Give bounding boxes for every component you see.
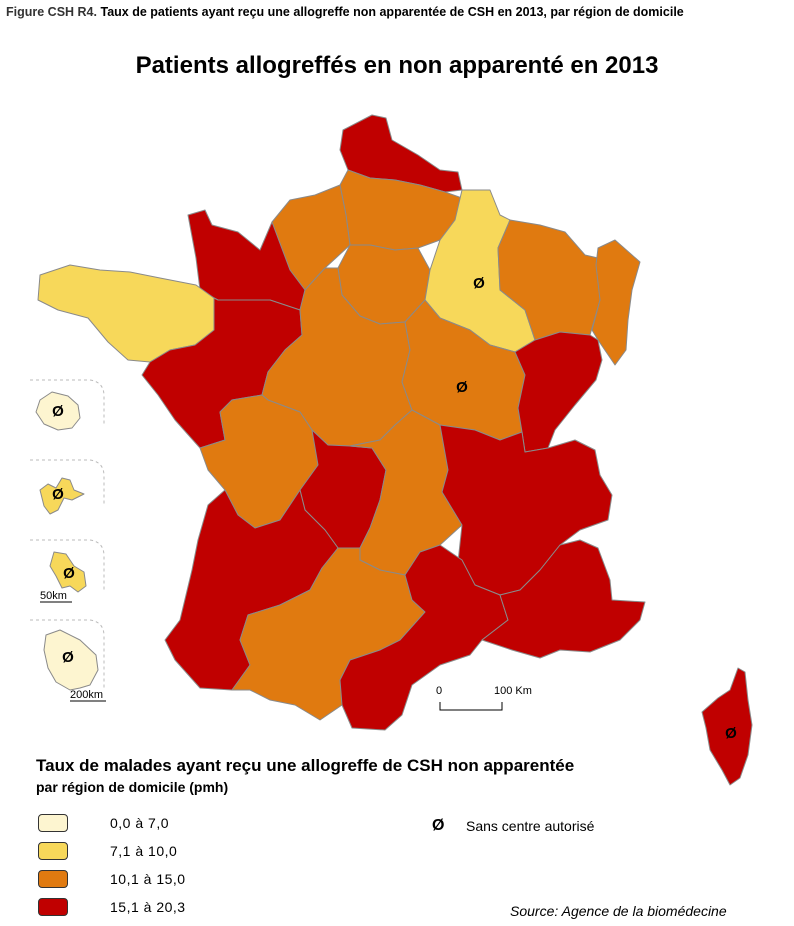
- figure-caption: Figure CSH R4. Taux de patients ayant re…: [6, 5, 684, 19]
- legend-subtitle: par région de domicile (pmh): [36, 779, 229, 795]
- no-centre-icon: Ø: [63, 565, 75, 582]
- no-centre-markers: Ø Ø Ø Ø Ø Ø Ø: [52, 275, 737, 742]
- region-franche-comte: [514, 331, 603, 453]
- inset-scale-large-label: 200km: [70, 689, 103, 701]
- legend-no-centre: Ø Sans centre autorisé: [432, 817, 594, 835]
- region-midi-pyrenees: [231, 547, 426, 721]
- no-centre-icon: Ø: [52, 403, 64, 420]
- inset-scale-small-label: 50km: [40, 590, 67, 602]
- region-guadeloupe: [39, 477, 85, 515]
- inset-frames: [30, 379, 105, 690]
- legend-item-class-1: 7,1 à 10,0: [38, 840, 177, 862]
- no-centre-icon: Ø: [62, 649, 74, 666]
- no-centre-icon: Ø: [473, 275, 485, 292]
- region-corse: [701, 667, 753, 786]
- legend-title: Taux de malades ayant reçu une allogreff…: [36, 756, 575, 775]
- inset-scale-large: 200km: [70, 689, 106, 702]
- legend-item-class-0: 0,0 à 7,0: [38, 812, 169, 834]
- legend-item-class-3: 15,1 à 20,3: [38, 896, 186, 918]
- no-centre-legend-icon: Ø: [432, 817, 445, 834]
- legend-swatch: [38, 870, 68, 888]
- region-alsace: [591, 239, 641, 366]
- legend-item-class-2: 10,1 à 15,0: [38, 868, 186, 890]
- no-centre-icon: Ø: [725, 725, 737, 742]
- legend-label: 15,1 à 20,3: [110, 899, 186, 915]
- map-title: Patients allogreffés en non apparenté en…: [135, 52, 659, 79]
- legend-swatch: [38, 898, 68, 916]
- region-reunion: [35, 391, 81, 431]
- legend-label: 0,0 à 7,0: [110, 815, 169, 831]
- region-languedoc-roussillon: [339, 544, 509, 731]
- region-guyane: [43, 629, 99, 691]
- figure-caption-text: Taux de patients ayant reçu une allogref…: [100, 5, 684, 19]
- legend-label: 10,1 à 15,0: [110, 871, 186, 887]
- scale-zero-label: 0: [436, 685, 442, 697]
- no-centre-icon: Ø: [456, 379, 468, 396]
- figure-label: Figure CSH R4.: [6, 5, 97, 19]
- inset-scale-small: 50km: [40, 590, 72, 603]
- region-paca: [481, 539, 646, 659]
- legend-label: 7,1 à 10,0: [110, 843, 178, 859]
- scale-main-label: 100 Km: [494, 685, 532, 697]
- no-centre-icon: Ø: [52, 486, 64, 503]
- region-rhone-alpes: [439, 424, 613, 596]
- source-credit: Source: Agence de la biomédecine: [510, 903, 727, 919]
- legend-swatch: [38, 842, 68, 860]
- main-scale-bar: 0 100 Km: [436, 685, 532, 711]
- legend-swatch: [38, 814, 68, 832]
- region-martinique: [49, 551, 87, 593]
- no-centre-legend-label: Sans centre autorisé: [466, 818, 595, 834]
